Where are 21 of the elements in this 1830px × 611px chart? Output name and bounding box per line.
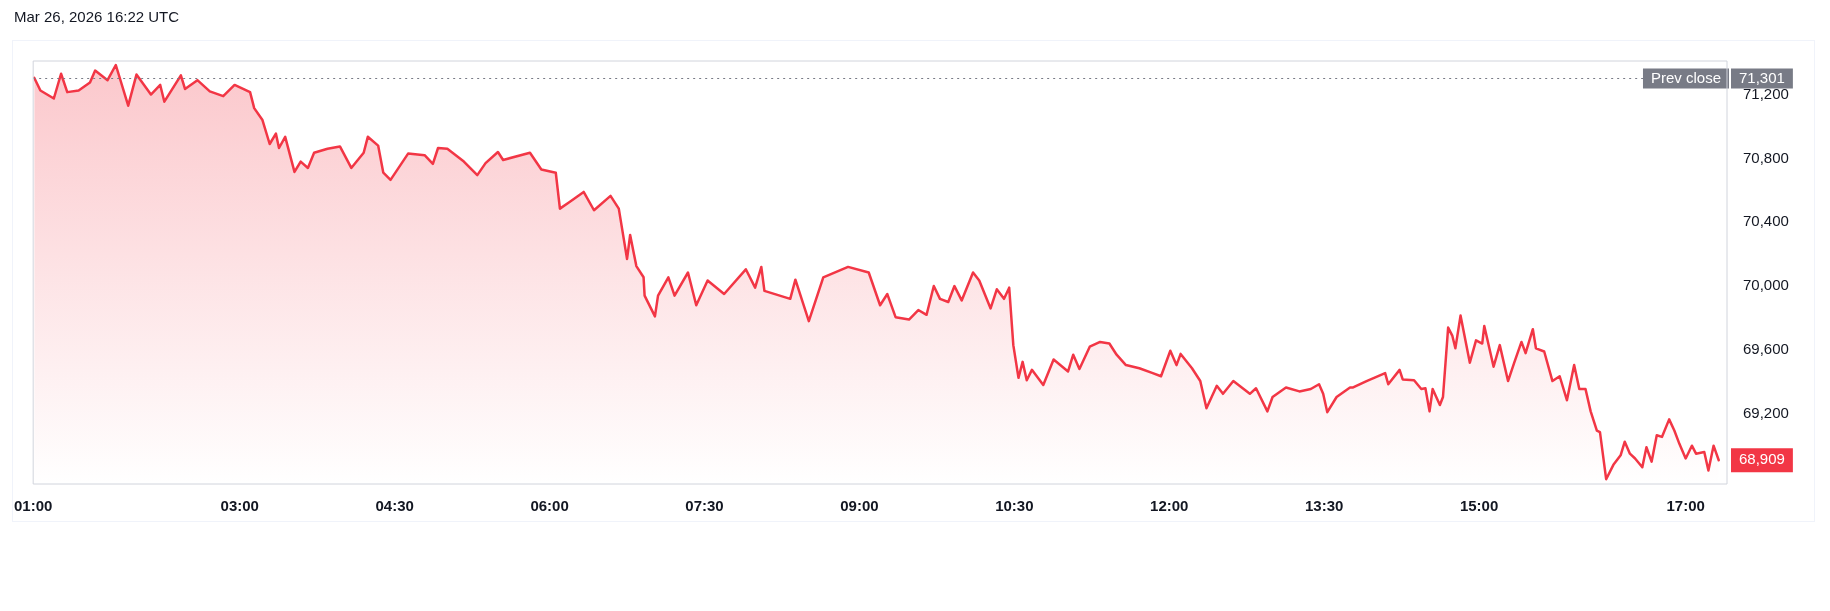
annotation: 68,909 <box>1739 450 1785 468</box>
x-tick-label: 13:30 <box>1305 497 1344 515</box>
y-tick-label: 69,200 <box>1743 403 1789 421</box>
y-tick-label: 70,400 <box>1743 212 1789 230</box>
y-tick-label: 71,200 <box>1743 84 1789 102</box>
x-tick-label: 04:30 <box>375 497 414 515</box>
text: Mar 26, 2026 16:22 UTC <box>14 8 180 25</box>
y-tick-label: 69,600 <box>1743 340 1789 358</box>
x-tick-label: 12:00 <box>1150 497 1189 515</box>
x-tick-label: 09:00 <box>840 497 879 515</box>
x-tick-label: 03:00 <box>220 497 259 515</box>
y-tick-label: 70,800 <box>1743 148 1789 166</box>
x-tick-label: 01:00 <box>13 497 53 515</box>
y-tick-label: 70,000 <box>1743 276 1789 294</box>
x-tick-label: 15:00 <box>1459 497 1499 515</box>
ref-line-label: Prev close <box>1650 68 1721 86</box>
x-tick-label: 06:00 <box>530 497 569 515</box>
x-tick-label: 17:00 <box>1666 497 1705 515</box>
x-tick-label: 10:30 <box>995 497 1034 515</box>
x-tick-label: 07:30 <box>685 497 724 515</box>
text: 71,301 <box>1739 68 1785 86</box>
